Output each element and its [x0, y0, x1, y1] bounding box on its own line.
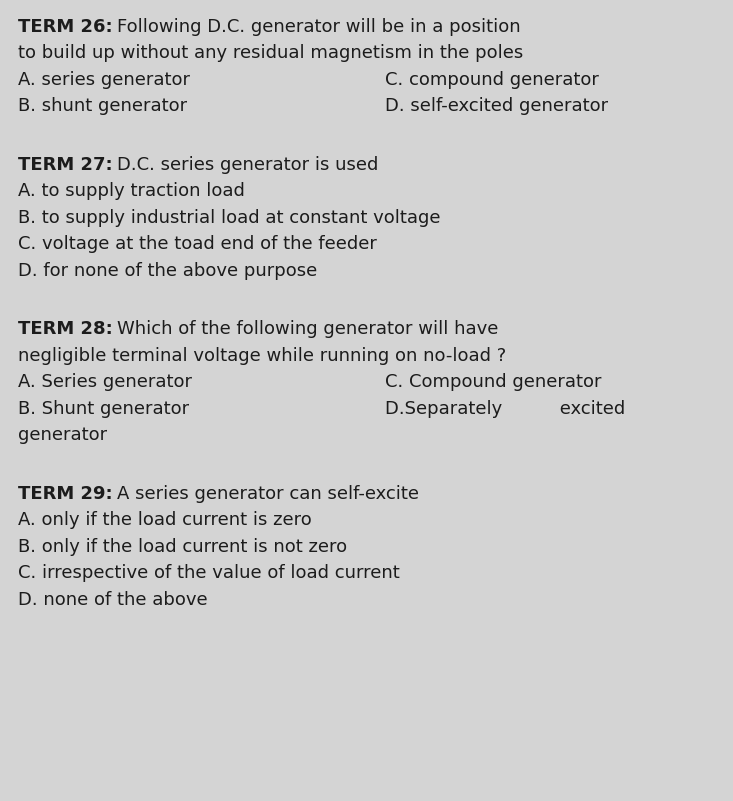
Text: B. only if the load current is not zero: B. only if the load current is not zero: [18, 538, 347, 556]
Text: A. to supply traction load: A. to supply traction load: [18, 183, 245, 200]
Text: C. Compound generator: C. Compound generator: [385, 373, 602, 392]
Text: TERM 28:: TERM 28:: [18, 320, 113, 339]
Text: D.Separately          excited: D.Separately excited: [385, 400, 625, 418]
Text: B. to supply industrial load at constant voltage: B. to supply industrial load at constant…: [18, 209, 441, 227]
Text: TERM 26:: TERM 26:: [18, 18, 113, 36]
Text: A. only if the load current is zero: A. only if the load current is zero: [18, 512, 312, 529]
Text: generator: generator: [18, 426, 107, 445]
Text: C. compound generator: C. compound generator: [385, 71, 599, 89]
Text: D. for none of the above purpose: D. for none of the above purpose: [18, 262, 317, 280]
Text: B. Shunt generator: B. Shunt generator: [18, 400, 189, 418]
Text: TERM 27:: TERM 27:: [18, 156, 113, 174]
Text: A. Series generator: A. Series generator: [18, 373, 192, 392]
Text: D. self-excited generator: D. self-excited generator: [385, 98, 608, 115]
Text: to build up without any residual magnetism in the poles: to build up without any residual magneti…: [18, 45, 523, 62]
Text: A. series generator: A. series generator: [18, 71, 190, 89]
Text: C. voltage at the toad end of the feeder: C. voltage at the toad end of the feeder: [18, 235, 377, 253]
Text: TERM 29:: TERM 29:: [18, 485, 113, 503]
Text: negligible terminal voltage while running on no-load ?: negligible terminal voltage while runnin…: [18, 347, 507, 365]
Text: B. shunt generator: B. shunt generator: [18, 98, 187, 115]
Text: Which of the following generator will have: Which of the following generator will ha…: [117, 320, 498, 339]
Text: D.C. series generator is used: D.C. series generator is used: [117, 156, 378, 174]
Text: C. irrespective of the value of load current: C. irrespective of the value of load cur…: [18, 565, 399, 582]
Text: Following D.C. generator will be in a position: Following D.C. generator will be in a po…: [117, 18, 520, 36]
Text: D. none of the above: D. none of the above: [18, 591, 207, 609]
Text: A series generator can self-excite: A series generator can self-excite: [117, 485, 419, 503]
